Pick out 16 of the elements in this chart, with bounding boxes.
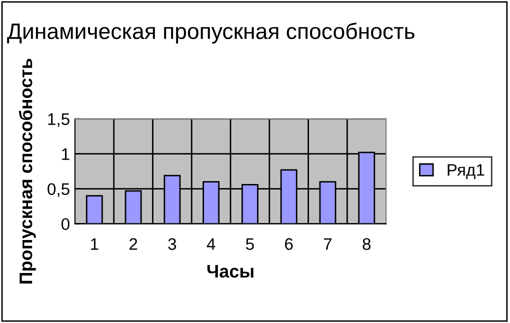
x-tick-label: 8: [362, 238, 371, 250]
x-tick-label: 3: [168, 238, 176, 250]
y-tick-label: 1,5: [48, 113, 70, 128]
y-tick-label: 0,5: [48, 183, 70, 198]
x-tick-label: 7: [324, 238, 332, 250]
x-tick-label: 5: [246, 238, 254, 250]
x-axis-title: Часы: [207, 265, 254, 278]
x-tick-label: 1: [91, 238, 98, 250]
x-tick-label: 2: [130, 238, 138, 250]
y-tick-label: 0: [61, 218, 70, 230]
legend-label: Ряд1: [448, 164, 484, 179]
x-tick-label: 6: [285, 238, 293, 250]
y-tick-label: 1: [62, 148, 70, 160]
x-tick-label: 4: [206, 238, 216, 250]
chart-title: Динамическая пропускная способность: [7, 22, 414, 44]
y-axis-title: Пропускная способность: [18, 58, 36, 284]
